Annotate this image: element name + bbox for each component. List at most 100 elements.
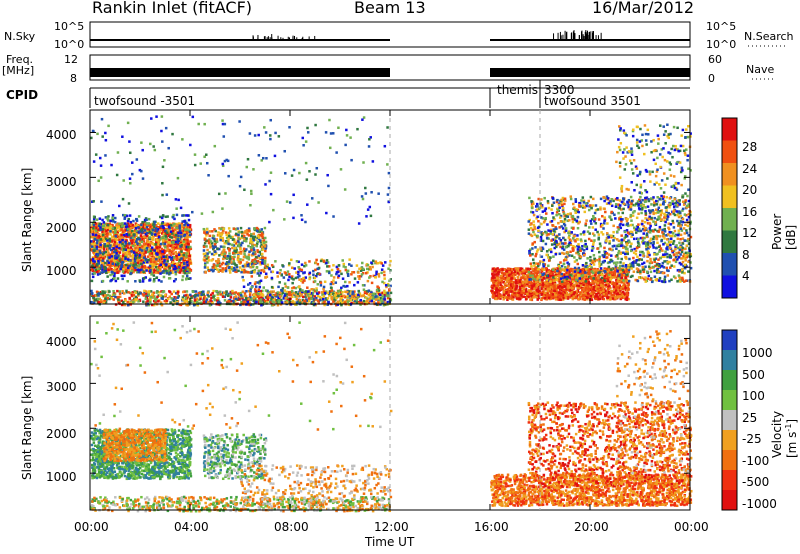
power-cell [124,251,127,255]
power-cell [103,265,107,269]
power-cell [261,236,264,239]
power-cell [154,265,158,269]
power-cell [168,226,171,230]
power-cell [142,259,145,262]
power-cell [104,237,108,241]
power-cell [177,198,180,202]
power-cell [133,229,137,232]
power-cell [308,272,311,276]
power-cell [185,271,189,275]
power-cell [236,292,240,296]
power-cell [322,260,326,263]
power-cell [366,297,370,301]
power-cell [135,246,139,249]
power-cell [346,272,350,276]
power-cell [337,294,340,298]
power-cell [244,239,248,243]
power-cell [181,263,184,266]
power-cell [120,263,124,267]
power-cell [370,261,373,264]
power-cell [122,300,125,304]
power-cell [115,225,119,228]
power-cell [220,233,223,236]
power-cell [105,253,109,257]
power-cell [348,290,351,293]
power-cell [142,224,145,227]
power-cell [364,186,367,190]
power-cell [250,263,254,266]
power-cell [194,301,197,305]
power-cell [316,272,319,276]
power-cell [202,300,206,304]
power-cell [256,259,260,263]
power-cell [174,233,178,237]
power-cell [98,233,101,236]
power-cell [258,282,261,285]
power-cell [121,227,124,230]
power-cell [264,272,268,276]
power-cell [236,258,240,261]
power-cell [134,227,138,230]
power-cell [231,251,235,255]
power-cell [228,268,231,272]
power-cell [123,259,126,263]
power-cell [263,266,267,270]
power-cell [217,258,220,261]
power-cell [110,262,113,266]
power-cell [109,224,113,228]
power-cell [144,297,147,300]
power-cell [130,236,133,240]
power-cell [90,289,93,293]
power-cell [121,259,124,263]
power-cell [249,287,252,291]
power-cell [163,249,166,252]
power-cell [223,245,226,249]
power-cell [150,117,153,120]
velocity-ytick-4000: 4000 [46,335,77,349]
power-cell [278,272,282,275]
power-cell [211,230,214,233]
power-cell [100,117,104,121]
power-cell [242,249,245,253]
power-cell [340,296,344,300]
power-cell [268,179,271,183]
power-cell [159,242,163,246]
power-cell [313,280,317,283]
power-cell [150,271,153,275]
power-cell [96,230,99,234]
power-cell [177,234,180,238]
power-cell [163,222,166,225]
power-cell [294,286,297,290]
power-cell [106,293,110,297]
power-cell [152,303,156,307]
power-cell [205,298,209,301]
power-cell [158,291,161,294]
power-cell [137,215,141,218]
power-cell [376,285,379,288]
power-cell [134,253,137,256]
power-cell [122,292,126,295]
power-cell [335,272,338,276]
power-cell [228,230,232,233]
power-cell [129,226,132,230]
power-cell [218,227,221,230]
power-cell [126,259,130,263]
power-cell [356,127,359,131]
power-cell [306,131,310,134]
power-cell [101,236,105,240]
power-cell [142,231,146,235]
power-cell [176,290,180,294]
power-cell [285,301,289,304]
power-cell [253,251,256,254]
power-cell [224,293,228,296]
power-cell [312,269,315,273]
power-cell [187,242,190,246]
power-cell [227,260,231,263]
power-cell [137,270,140,274]
power-cell [137,266,141,269]
power-cell [208,230,212,233]
power-cell [142,235,146,239]
power-cell [288,273,291,276]
power-cell [177,253,181,256]
power-cell [380,300,383,303]
